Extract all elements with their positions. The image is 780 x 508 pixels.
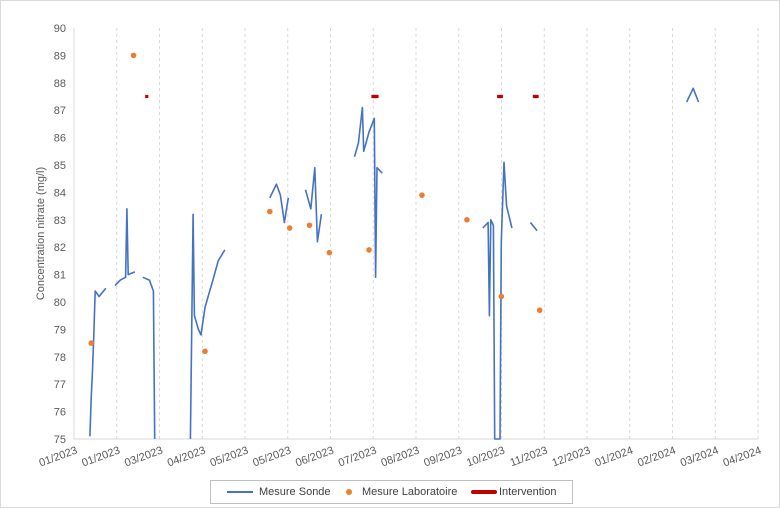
series-line-mesure-sonde <box>685 87 700 103</box>
data-point-laboratoire <box>419 192 425 198</box>
y-tick-label: 84 <box>54 187 66 199</box>
data-point-intervention <box>499 94 503 99</box>
data-point-laboratoire <box>202 348 208 355</box>
x-tick-label: 08/2023 <box>380 445 421 470</box>
data-point-laboratoire <box>286 225 293 231</box>
legend-bar-swatch <box>471 490 497 494</box>
series-line-mesure-sonde <box>189 213 226 440</box>
y-axis-label: Concentration nitrate (mg/l) <box>35 167 47 300</box>
y-tick-label: 79 <box>54 324 66 336</box>
legend-line-swatch <box>227 491 253 493</box>
legend-item-laboratoire: Mesure Laboratoire <box>346 481 457 503</box>
x-tick-label: 10/2023 <box>465 445 506 470</box>
plot-marks <box>88 52 700 440</box>
y-tick-label: 81 <box>54 270 66 282</box>
data-point-intervention <box>145 94 149 99</box>
x-tick-label: 09/2023 <box>422 445 463 470</box>
legend-label-sonde: Mesure Sonde <box>259 486 331 498</box>
x-tick-label: 06/2023 <box>294 445 335 470</box>
data-point-intervention <box>375 94 379 99</box>
series-line-mesure-sonde <box>114 208 136 287</box>
y-axis-ticks: 75 76 77 78 79 80 81 82 83 84 85 86 87 88 89 90 <box>54 23 66 446</box>
series-line-mesure-sonde <box>353 106 383 279</box>
y-tick-label: 83 <box>54 215 66 227</box>
data-point-laboratoire <box>130 52 137 59</box>
x-tick-label: 01/2023 <box>80 445 121 470</box>
x-tick-label: 12/2023 <box>551 445 592 470</box>
series-line-mesure-sonde <box>142 276 156 440</box>
series-line-mesure-sonde <box>529 221 538 232</box>
y-tick-label: 85 <box>54 160 66 172</box>
legend-label-laboratoire: Mesure Laboratoire <box>362 486 458 498</box>
x-tick-label: 02/2024 <box>636 445 677 470</box>
x-tick-label: 04/2023 <box>166 445 207 470</box>
legend-label-intervention: Intervention <box>499 486 557 498</box>
legend-item-intervention: Intervention <box>471 481 556 503</box>
x-gridlines <box>116 28 759 439</box>
y-tick-label: 75 <box>54 434 66 446</box>
y-tick-label: 86 <box>54 133 66 145</box>
x-tick-label: 05/2023 <box>209 445 250 470</box>
data-point-laboratoire <box>464 217 470 223</box>
x-tick-label: 11/2023 <box>509 445 550 470</box>
y-tick-label: 90 <box>54 23 66 35</box>
series-line-mesure-sonde <box>89 287 107 437</box>
legend: Mesure Sonde Mesure Laboratoire Interven… <box>210 480 573 504</box>
y-tick-label: 77 <box>54 379 66 391</box>
x-tick-label: 03/2023 <box>123 445 164 470</box>
x-tick-label: 03/2024 <box>679 445 720 470</box>
data-point-laboratoire <box>267 208 273 215</box>
series-line-mesure-sonde <box>304 166 323 243</box>
data-point-intervention <box>535 94 539 99</box>
x-tick-label: 05/2023 <box>251 445 292 470</box>
x-tick-label: 01/2024 <box>593 445 634 470</box>
data-point-laboratoire <box>306 222 313 229</box>
data-point-laboratoire <box>536 307 543 314</box>
data-point-laboratoire <box>88 340 94 346</box>
legend-dot-swatch <box>346 489 352 495</box>
series-line-mesure-sonde <box>482 161 513 440</box>
y-tick-label: 80 <box>54 297 66 309</box>
y-tick-label: 89 <box>54 50 66 62</box>
series-line-mesure-sonde <box>269 183 290 224</box>
x-tick-label: 01/2023 <box>38 445 79 470</box>
data-point-laboratoire <box>326 249 333 256</box>
x-tick-label: 07/2023 <box>337 445 378 470</box>
legend-item-sonde: Mesure Sonde <box>227 481 331 503</box>
data-point-laboratoire <box>366 247 372 253</box>
data-point-laboratoire <box>498 293 505 300</box>
y-tick-label: 78 <box>54 352 66 364</box>
y-tick-label: 76 <box>54 407 66 419</box>
x-axis-ticks: 01/2023 01/2023 03/2023 04/2023 05/2023 05/20… <box>38 445 763 470</box>
y-tick-label: 88 <box>54 78 66 90</box>
x-tick-label: 04/2024 <box>722 445 763 470</box>
y-tick-label: 82 <box>54 242 66 254</box>
y-tick-label: 87 <box>54 105 66 117</box>
